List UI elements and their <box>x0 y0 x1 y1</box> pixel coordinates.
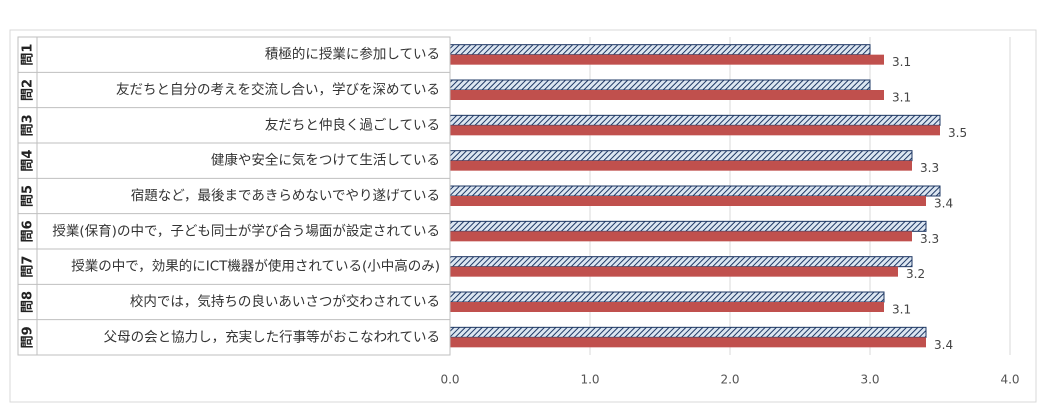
bar <box>450 125 940 136</box>
bar <box>449 150 913 162</box>
group-label: 問4 <box>21 150 36 172</box>
chart-frame <box>9 29 1037 403</box>
value-label: 3.3 <box>920 232 939 246</box>
bar <box>450 231 912 242</box>
category-label: 授業(保育)の中で，子ども同士が学び合う場面が設定されている <box>52 223 440 239</box>
bar <box>449 114 941 126</box>
bar <box>449 220 927 232</box>
value-label: 3.4 <box>934 197 953 211</box>
group-label: 問2 <box>21 79 36 101</box>
value-label: 3.1 <box>892 91 911 105</box>
value-label: 3.5 <box>948 126 967 140</box>
category-label: 友だちと自分の考えを交流し合い，学びを深めている <box>116 81 440 98</box>
value-label: 3.3 <box>920 161 939 175</box>
bar <box>449 291 885 303</box>
x-tick-label: 4.0 <box>1000 373 1019 387</box>
category-label: 授業の中で，効果的にICT機器が使用されている(小中高のみ) <box>71 258 440 275</box>
category-label: 健康や安全に気をつけて生活している <box>211 152 440 169</box>
bar <box>450 302 884 312</box>
group-label: 問5 <box>21 185 36 207</box>
bar <box>449 79 871 91</box>
category-label: 校内では，気持ちの良いあいさつが交わされている <box>130 293 440 310</box>
category-label: 父母の会と協力し，充実した行事等がおこなわれている <box>104 328 440 345</box>
value-label: 3.4 <box>934 338 953 352</box>
value-label: 3.1 <box>892 55 911 69</box>
bar <box>449 185 941 197</box>
group-label: 問3 <box>21 114 36 136</box>
bar <box>450 90 884 100</box>
bar <box>450 337 926 348</box>
group-label: 問9 <box>21 326 36 348</box>
group-label: 問1 <box>21 44 36 66</box>
group-label: 問7 <box>21 256 36 278</box>
bar <box>450 54 884 65</box>
group-label: 問6 <box>21 220 36 242</box>
x-tick-label: 2.0 <box>720 373 739 387</box>
bar <box>449 326 927 338</box>
bar <box>449 44 871 56</box>
bar <box>450 160 912 171</box>
category-label: 友だちと仲良く過ごしている <box>265 117 440 133</box>
value-label: 3.1 <box>892 303 911 317</box>
x-tick-label: 1.0 <box>580 373 599 387</box>
category-label: 宿題など，最後まであきらめないでやり遂げている <box>131 187 440 204</box>
bar <box>450 266 898 277</box>
x-tick-label: 3.0 <box>860 373 879 387</box>
value-label: 3.2 <box>906 267 925 281</box>
bar <box>449 256 913 268</box>
bar <box>450 196 926 206</box>
x-tick-label: 0.0 <box>440 373 459 387</box>
group-label: 問8 <box>21 291 36 313</box>
category-label: 積極的に授業に参加している <box>265 46 440 63</box>
